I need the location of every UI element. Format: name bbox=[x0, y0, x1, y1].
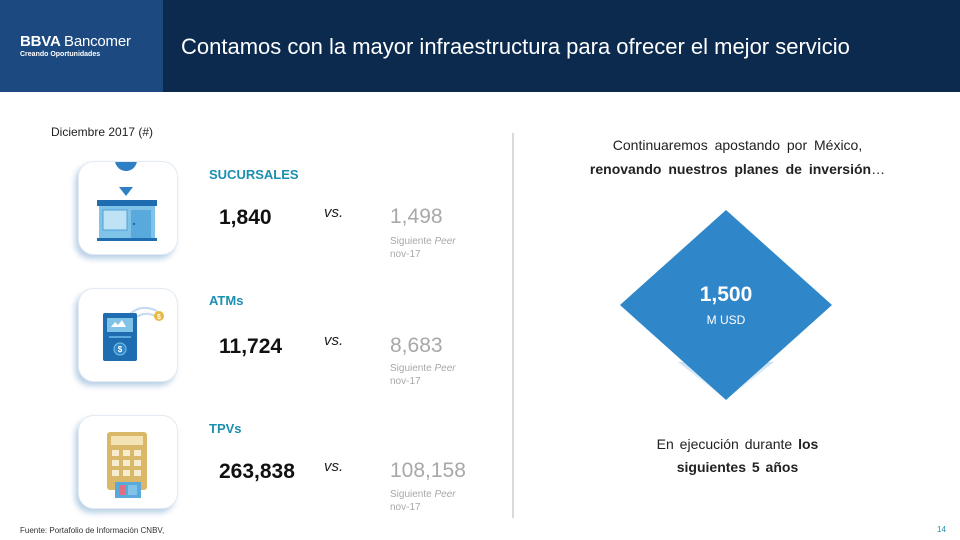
brand-secondary: Bancomer bbox=[64, 33, 131, 50]
execution-bold-text: los bbox=[798, 436, 819, 452]
metric-value-sucursales: 1,840 bbox=[219, 206, 272, 229]
svg-text:B: B bbox=[122, 176, 130, 190]
investment-heading-line-2: renovando nuestros planes de inversión… bbox=[515, 161, 960, 177]
vs-label-tpvs: vs. bbox=[324, 458, 344, 475]
bank-branch-icon: B bbox=[97, 162, 157, 241]
peer-note-prefix: Siguiente bbox=[390, 236, 435, 247]
metric-value-atms: 11,724 bbox=[219, 335, 283, 358]
vs-label-sucursales: vs. bbox=[324, 204, 344, 221]
slide-title: Contamos con la mayor infraestructura pa… bbox=[181, 34, 850, 59]
diamond-shape bbox=[620, 210, 832, 400]
vs-label-atms: vs. bbox=[324, 332, 344, 349]
peer-note-tpvs: Siguiente Peer nov-17 bbox=[390, 488, 456, 514]
brand-tagline: Creando Oportunidades bbox=[20, 51, 101, 58]
peer-date: nov-17 bbox=[390, 502, 421, 513]
peer-note-sucursales: Siguiente Peer nov-17 bbox=[390, 235, 456, 261]
pos-terminal-icon bbox=[107, 432, 147, 498]
peer-note-italic: Peer bbox=[434, 489, 456, 500]
investment-heading-line-1: Continuaremos apostando por México, bbox=[612, 137, 863, 153]
heading-bold-text: renovando nuestros planes de inversión bbox=[589, 161, 872, 177]
icon-card-atms: $ $ bbox=[78, 288, 178, 382]
peer-value-atms: 8,683 bbox=[390, 334, 443, 357]
metric-label-tpvs: TPVs bbox=[209, 421, 242, 436]
page-number: 14 bbox=[937, 525, 946, 534]
brand-primary: BBVA bbox=[20, 33, 61, 50]
metric-label-sucursales: SUCURSALES bbox=[209, 167, 299, 182]
peer-note-prefix: Siguiente bbox=[390, 363, 435, 374]
date-label: Diciembre 2017 (#) bbox=[51, 125, 154, 139]
peer-value-tpvs: 108,158 bbox=[390, 459, 466, 482]
heading-ellipsis: … bbox=[871, 161, 886, 177]
investment-value: 1,500 bbox=[699, 283, 753, 306]
brand-logo: BBVA Bancomer Creando Oportunidades bbox=[0, 0, 163, 92]
investment-unit: M USD bbox=[706, 313, 746, 327]
header-bar: BBVA Bancomer Creando Oportunidades Cont… bbox=[0, 0, 960, 92]
icon-card-tpvs bbox=[78, 415, 178, 509]
peer-date: nov-17 bbox=[390, 249, 421, 260]
peer-value-sucursales: 1,498 bbox=[390, 205, 443, 228]
peer-note-italic: Peer bbox=[434, 363, 456, 374]
brand-name: BBVA Bancomer bbox=[20, 33, 131, 50]
peer-note-atms: Siguiente Peer nov-17 bbox=[390, 362, 456, 388]
svg-text:$: $ bbox=[157, 314, 161, 321]
icon-card-sucursales: B bbox=[78, 161, 178, 255]
execution-normal-text: En ejecución durante bbox=[656, 436, 799, 452]
source-footnote: Fuente: Portafolio de Información CNBV, bbox=[20, 526, 165, 535]
execution-line-1: En ejecución durante los bbox=[515, 436, 960, 452]
vertical-divider bbox=[512, 133, 514, 518]
metric-label-atms: ATMs bbox=[209, 293, 244, 308]
peer-date: nov-17 bbox=[390, 376, 421, 387]
atm-icon: $ $ bbox=[103, 306, 164, 361]
peer-note-prefix: Siguiente bbox=[390, 489, 435, 500]
svg-text:$: $ bbox=[118, 345, 123, 354]
investment-diamond bbox=[620, 210, 832, 400]
metric-value-tpvs: 263,838 bbox=[219, 460, 295, 483]
execution-line-2: siguientes 5 años bbox=[676, 459, 799, 475]
peer-note-italic: Peer bbox=[434, 236, 456, 247]
